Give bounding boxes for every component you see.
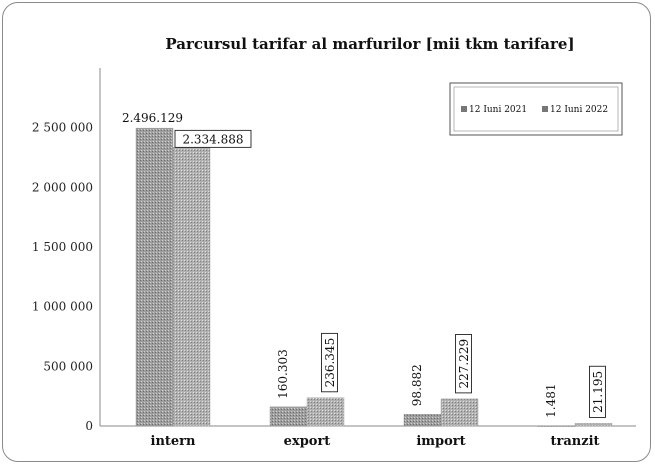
bar-12-iuni-2022-export <box>306 397 345 427</box>
chart-frame <box>2 2 651 462</box>
data-label-2021-export: 160.303 <box>276 349 290 399</box>
bar-12-iuni-2021-intern <box>135 127 174 427</box>
data-label-group-12-iuni-2021-export: 160.303 <box>276 349 290 399</box>
data-label-box-2022-export <box>321 332 338 393</box>
data-label-group-12-iuni-2021-tranzit: 1.481 <box>544 383 558 417</box>
legend-swatch-2021 <box>461 106 467 112</box>
data-label-group-12-iuni-2021-import: 98.882 <box>410 364 424 406</box>
data-label-group-12-iuni-2022-import: 227.229 <box>455 334 472 394</box>
data-label-2021-intern: 2.496.129 <box>122 111 183 125</box>
y-tick-label: 2 000 000 <box>32 180 93 194</box>
legend: 12 Iuni 2021 12 Iuni 2022 <box>449 82 623 136</box>
y-tick-group: 0 500 000 1 000 000 1 500 000 2 000 000 2 500… <box>32 121 93 433</box>
x-label-group: intern export import tranzit <box>151 434 600 449</box>
x-tick-label-export: export <box>284 434 331 449</box>
x-tick-label-import: import <box>416 434 465 449</box>
legend-inner-border <box>453 86 619 132</box>
data-label-box-2022-import <box>455 334 472 394</box>
bar-12-iuni-2022-intern <box>172 147 211 427</box>
bar-12-iuni-2022-import <box>440 398 479 427</box>
data-label-2022-intern: 2.334.888 <box>182 132 243 146</box>
data-label-group-12-iuni-2022-export: 236.345 <box>321 332 338 393</box>
y-tick-label: 0 <box>85 419 93 433</box>
data-label-2021-import: 98.882 <box>410 364 424 406</box>
x-tick-label-tranzit: tranzit <box>550 434 599 449</box>
bar-12-iuni-2021-tranzit <box>537 425 576 427</box>
data-label-2022-export: 236.345 <box>323 338 337 388</box>
legend-swatch-2022 <box>542 106 548 112</box>
data-label-2022-tranzit: 21.195 <box>591 371 605 413</box>
bar-12-iuni-2022-tranzit <box>574 423 613 427</box>
data-label-box-2022-intern <box>174 129 252 148</box>
data-label-group: 2.496.129 2.334.888 160.303 236.345 98.882 22… <box>122 111 606 418</box>
x-tick-label-intern: intern <box>151 434 197 449</box>
y-tick-label: 500 000 <box>43 359 93 373</box>
data-label-group-12-iuni-2022-tranzit: 21.195 <box>589 365 606 418</box>
bar-group <box>135 127 613 427</box>
bar-12-iuni-2021-import <box>403 414 442 427</box>
legend-label-2021: 12 Iuni 2021 <box>469 105 527 115</box>
y-tick-label: 2 500 000 <box>32 121 93 135</box>
data-label-2021-tranzit: 1.481 <box>544 383 558 417</box>
chart-title: Parcursul tarifar al marfurilor [mii tkm… <box>165 35 574 53</box>
y-tick-label: 1 000 000 <box>32 300 93 314</box>
legend-box <box>449 82 623 136</box>
legend-label-2022: 12 Iuni 2022 <box>550 105 608 115</box>
data-label-2022-import: 227.229 <box>457 339 471 389</box>
data-label-box-2022-tranzit <box>589 365 606 418</box>
bar-12-iuni-2021-export <box>269 406 308 427</box>
y-tick-label: 1 500 000 <box>32 240 93 254</box>
